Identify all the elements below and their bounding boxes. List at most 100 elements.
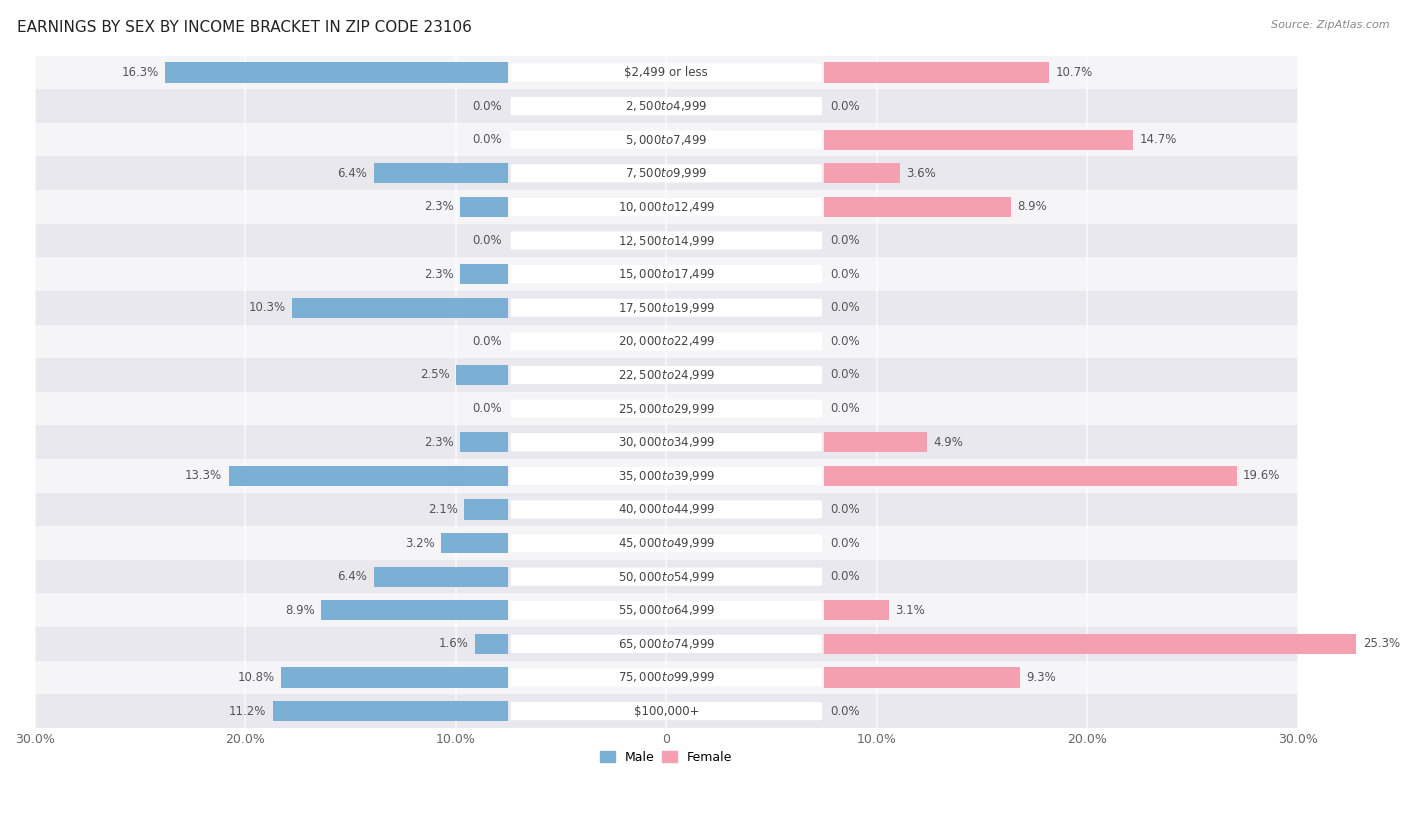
Bar [35,493,1298,526]
Bar [35,224,1298,258]
Bar [824,433,927,452]
Text: 2.3%: 2.3% [425,436,454,449]
Text: $7,500 to $9,999: $7,500 to $9,999 [626,167,707,180]
Text: $2,500 to $4,999: $2,500 to $4,999 [626,99,707,113]
Text: $100,000+: $100,000+ [634,705,699,718]
Bar [321,600,509,620]
Text: $20,000 to $22,499: $20,000 to $22,499 [617,334,716,348]
Text: 0.0%: 0.0% [831,302,860,315]
FancyBboxPatch shape [510,265,823,283]
Bar [464,499,509,520]
Bar [35,560,1298,593]
Text: 1.6%: 1.6% [439,637,468,650]
Text: 4.9%: 4.9% [934,436,963,449]
FancyBboxPatch shape [510,399,823,418]
Text: 0.0%: 0.0% [472,234,502,247]
Text: $10,000 to $12,499: $10,000 to $12,499 [617,200,716,214]
Text: 9.3%: 9.3% [1026,671,1056,684]
Bar [460,264,509,285]
Text: 0.0%: 0.0% [831,368,860,381]
Text: 0.0%: 0.0% [831,335,860,348]
Bar [281,667,509,688]
Bar [441,533,509,553]
Text: $75,000 to $99,999: $75,000 to $99,999 [617,671,716,685]
Bar [35,593,1298,627]
Text: 10.7%: 10.7% [1056,66,1092,79]
Bar [35,291,1298,324]
Text: 8.9%: 8.9% [1018,201,1047,213]
Text: 16.3%: 16.3% [122,66,159,79]
Text: $50,000 to $54,999: $50,000 to $54,999 [617,570,716,584]
FancyBboxPatch shape [510,635,823,653]
Text: 8.9%: 8.9% [285,604,315,617]
Text: 0.0%: 0.0% [472,402,502,415]
Text: $22,500 to $24,999: $22,500 to $24,999 [617,368,716,382]
Text: Source: ZipAtlas.com: Source: ZipAtlas.com [1271,20,1389,30]
Text: 10.8%: 10.8% [238,671,274,684]
Text: 13.3%: 13.3% [186,469,222,482]
Text: 6.4%: 6.4% [337,167,367,180]
FancyBboxPatch shape [510,601,823,620]
FancyBboxPatch shape [510,668,823,686]
Bar [35,425,1298,459]
Text: 0.0%: 0.0% [472,335,502,348]
Text: $65,000 to $74,999: $65,000 to $74,999 [617,637,716,651]
FancyBboxPatch shape [510,500,823,519]
Text: 2.3%: 2.3% [425,267,454,280]
Text: 2.1%: 2.1% [427,503,458,516]
Text: 11.2%: 11.2% [229,705,266,718]
Text: 2.5%: 2.5% [420,368,450,381]
FancyBboxPatch shape [510,298,823,317]
FancyBboxPatch shape [510,366,823,384]
Bar [35,661,1298,694]
Text: 19.6%: 19.6% [1243,469,1281,482]
Text: $25,000 to $29,999: $25,000 to $29,999 [617,402,714,415]
Bar [475,634,509,654]
Text: $15,000 to $17,499: $15,000 to $17,499 [617,267,716,281]
Text: $5,000 to $7,499: $5,000 to $7,499 [626,133,707,146]
Text: $55,000 to $64,999: $55,000 to $64,999 [617,603,716,617]
FancyBboxPatch shape [510,164,823,182]
Bar [273,701,509,721]
Bar [35,89,1298,123]
Text: 10.3%: 10.3% [249,302,285,315]
Bar [35,156,1298,190]
Bar [35,55,1298,89]
Bar [35,627,1298,661]
Text: $35,000 to $39,999: $35,000 to $39,999 [617,469,716,483]
Bar [824,63,1049,83]
FancyBboxPatch shape [510,467,823,485]
Text: $40,000 to $44,999: $40,000 to $44,999 [617,502,716,516]
Text: 0.0%: 0.0% [831,234,860,247]
FancyBboxPatch shape [510,63,823,81]
Text: 0.0%: 0.0% [831,99,860,112]
Text: 3.1%: 3.1% [896,604,925,617]
Bar [824,129,1133,150]
Text: $30,000 to $34,999: $30,000 to $34,999 [617,435,716,450]
Text: 0.0%: 0.0% [831,537,860,550]
Bar [35,694,1298,728]
Bar [460,433,509,452]
Bar [35,459,1298,493]
Text: 0.0%: 0.0% [472,99,502,112]
FancyBboxPatch shape [510,534,823,552]
Bar [291,298,509,318]
Bar [374,567,509,587]
FancyBboxPatch shape [510,567,823,585]
Text: 25.3%: 25.3% [1362,637,1400,650]
Bar [824,466,1236,486]
Bar [824,163,900,184]
Bar [166,63,509,83]
FancyBboxPatch shape [510,232,823,250]
Bar [35,324,1298,359]
FancyBboxPatch shape [510,131,823,149]
Bar [229,466,509,486]
Text: 0.0%: 0.0% [831,570,860,583]
Bar [35,392,1298,425]
FancyBboxPatch shape [510,333,823,350]
Text: EARNINGS BY SEX BY INCOME BRACKET IN ZIP CODE 23106: EARNINGS BY SEX BY INCOME BRACKET IN ZIP… [17,20,472,35]
Bar [35,258,1298,291]
Text: 0.0%: 0.0% [831,503,860,516]
Text: $17,500 to $19,999: $17,500 to $19,999 [617,301,716,315]
FancyBboxPatch shape [510,702,823,720]
